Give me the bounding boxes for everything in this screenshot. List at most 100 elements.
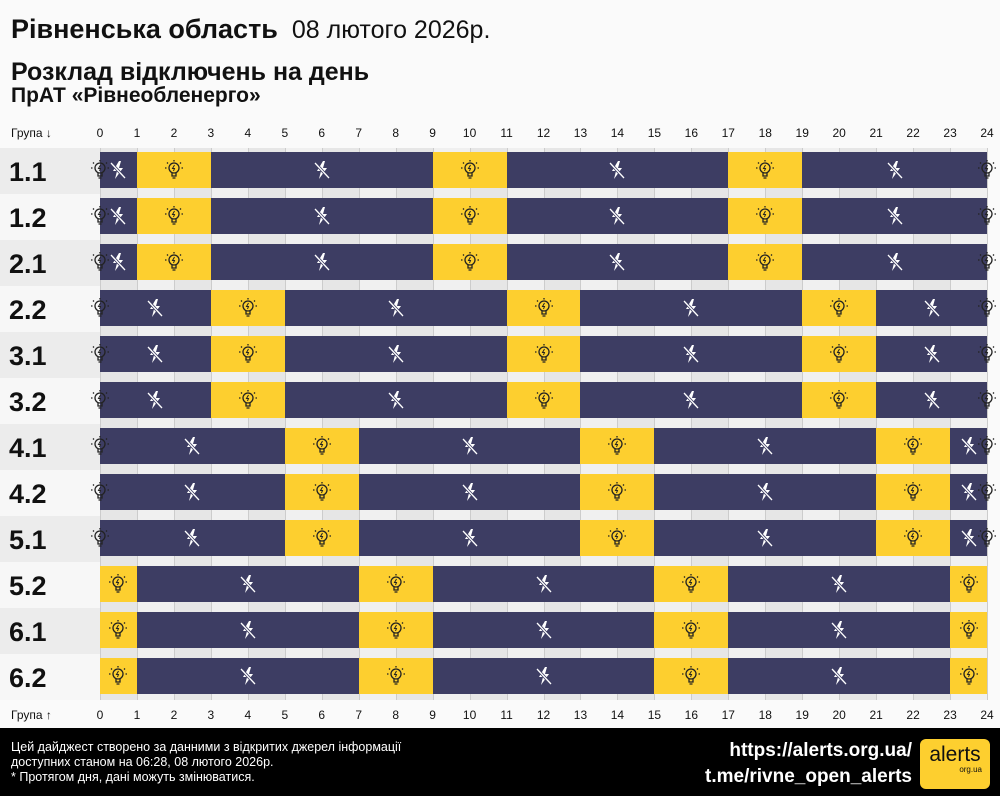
power-off-lightning-icon — [756, 482, 774, 502]
hour-column — [469, 148, 507, 700]
lightbulb-icon — [460, 159, 480, 181]
hour-tick: 5 — [281, 126, 289, 140]
power-on-segment — [136, 244, 211, 280]
power-on-segment — [876, 428, 951, 464]
hour-tick: 9 — [429, 126, 436, 140]
power-off-segment — [100, 428, 285, 464]
power-off-lightning-icon — [923, 344, 941, 364]
power-off-segment — [100, 152, 137, 188]
hour-tick: 6 — [318, 708, 326, 722]
lightbulb-icon — [312, 527, 332, 549]
hour-gridline — [469, 148, 471, 700]
logo-subtext: org.ua — [959, 765, 982, 774]
lightbulb-icon — [959, 665, 979, 687]
power-on-segment — [580, 520, 655, 556]
hour-tick: 24 — [980, 708, 994, 722]
power-off-segment — [802, 244, 988, 280]
group-label: 6.1 — [0, 608, 100, 654]
group-row: 2.1 — [0, 240, 1000, 286]
power-off-segment — [100, 520, 285, 556]
lightbulb-icon — [90, 481, 110, 508]
group-row: 3.1 — [0, 332, 1000, 378]
power-on-segment — [136, 198, 211, 234]
hour-tick: 0 — [96, 708, 104, 722]
power-on-segment — [358, 658, 433, 694]
hour-gridline — [284, 148, 286, 700]
hour-gridline — [210, 148, 212, 700]
power-on-segment — [506, 382, 581, 418]
power-off-lightning-icon — [886, 160, 904, 180]
lightbulb-icon — [903, 481, 923, 503]
group-label: 4.1 — [0, 424, 100, 470]
group-row: 5.2 — [0, 562, 1000, 608]
power-off-segment — [136, 612, 359, 648]
power-on-segment — [728, 244, 803, 280]
power-off-lightning-icon — [608, 206, 626, 226]
power-off-lightning-icon — [461, 482, 479, 502]
lightbulb-icon — [90, 159, 110, 186]
power-off-segment — [950, 428, 988, 464]
hour-tick: 20 — [832, 708, 846, 722]
group-label: 2.1 — [0, 240, 100, 286]
power-off-segment — [100, 244, 137, 280]
power-on-segment — [210, 290, 285, 326]
lightbulb-icon — [607, 481, 627, 503]
hour-column — [802, 148, 840, 700]
power-off-segment — [210, 198, 433, 234]
hour-tick: 8 — [392, 126, 400, 140]
power-off-segment — [432, 566, 655, 602]
hour-axis-bottom: Група ↑ 0 1 2 3 4 5 6 7 8 9 10 11 12 13 14 15 16 17 18 19 20 2… — [0, 705, 1000, 725]
power-off-lightning-icon — [109, 206, 127, 226]
group-row: 6.2 — [0, 654, 1000, 700]
group-row: 4.1 — [0, 424, 1000, 470]
lightbulb-icon — [607, 435, 627, 457]
hour-tick: 14 — [610, 126, 625, 140]
power-off-segment — [950, 474, 988, 510]
power-off-lightning-icon — [608, 252, 626, 272]
lightbulb-icon — [977, 527, 997, 554]
power-off-segment — [654, 520, 877, 556]
power-off-segment — [506, 152, 729, 188]
lightbulb-icon — [977, 205, 997, 232]
power-off-lightning-icon — [461, 436, 479, 456]
hour-tick: 3 — [207, 708, 215, 722]
lightbulb-icon — [681, 573, 701, 595]
power-off-lightning-icon — [146, 298, 164, 318]
telegram-link[interactable]: t.me/rivne_open_alerts — [705, 766, 912, 787]
power-on-segment — [432, 198, 507, 234]
lightbulb-icon — [386, 665, 406, 687]
lightbulb-icon — [903, 527, 923, 549]
power-off-segment — [580, 336, 803, 372]
power-on-segment — [284, 520, 359, 556]
alerts-logo: alerts org.ua — [920, 739, 990, 789]
hour-tick: 1 — [133, 126, 141, 140]
hour-tick: 3 — [207, 126, 215, 140]
hour-column — [617, 148, 655, 700]
hour-gridline — [321, 148, 323, 700]
hour-tick: 24 — [980, 126, 994, 140]
power-off-segment — [284, 290, 507, 326]
schedule-title: Розклад відключень на день — [11, 58, 370, 86]
lightbulb-icon — [681, 665, 701, 687]
hour-tick: 16 — [684, 126, 699, 140]
group-row: 1.1 — [0, 148, 1000, 194]
power-off-lightning-icon — [109, 252, 127, 272]
lightbulb-icon — [108, 619, 128, 641]
power-off-segment — [728, 566, 951, 602]
lightbulb-icon — [460, 251, 480, 273]
power-off-segment — [210, 152, 433, 188]
lightbulb-icon — [829, 343, 849, 365]
hour-gridline — [913, 148, 915, 700]
power-on-segment — [950, 612, 988, 648]
power-off-segment — [654, 428, 877, 464]
hour-column — [173, 148, 211, 700]
hour-gridline — [654, 148, 656, 700]
hour-tick: 18 — [758, 708, 772, 722]
group-label: 5.2 — [0, 562, 100, 608]
hour-tick: 19 — [795, 708, 809, 722]
hour-tick: 8 — [392, 708, 400, 722]
hour-column — [839, 148, 877, 700]
lightbulb-icon — [90, 297, 110, 324]
site-link[interactable]: https://alerts.org.ua/ — [729, 740, 912, 761]
power-off-segment — [284, 336, 507, 372]
